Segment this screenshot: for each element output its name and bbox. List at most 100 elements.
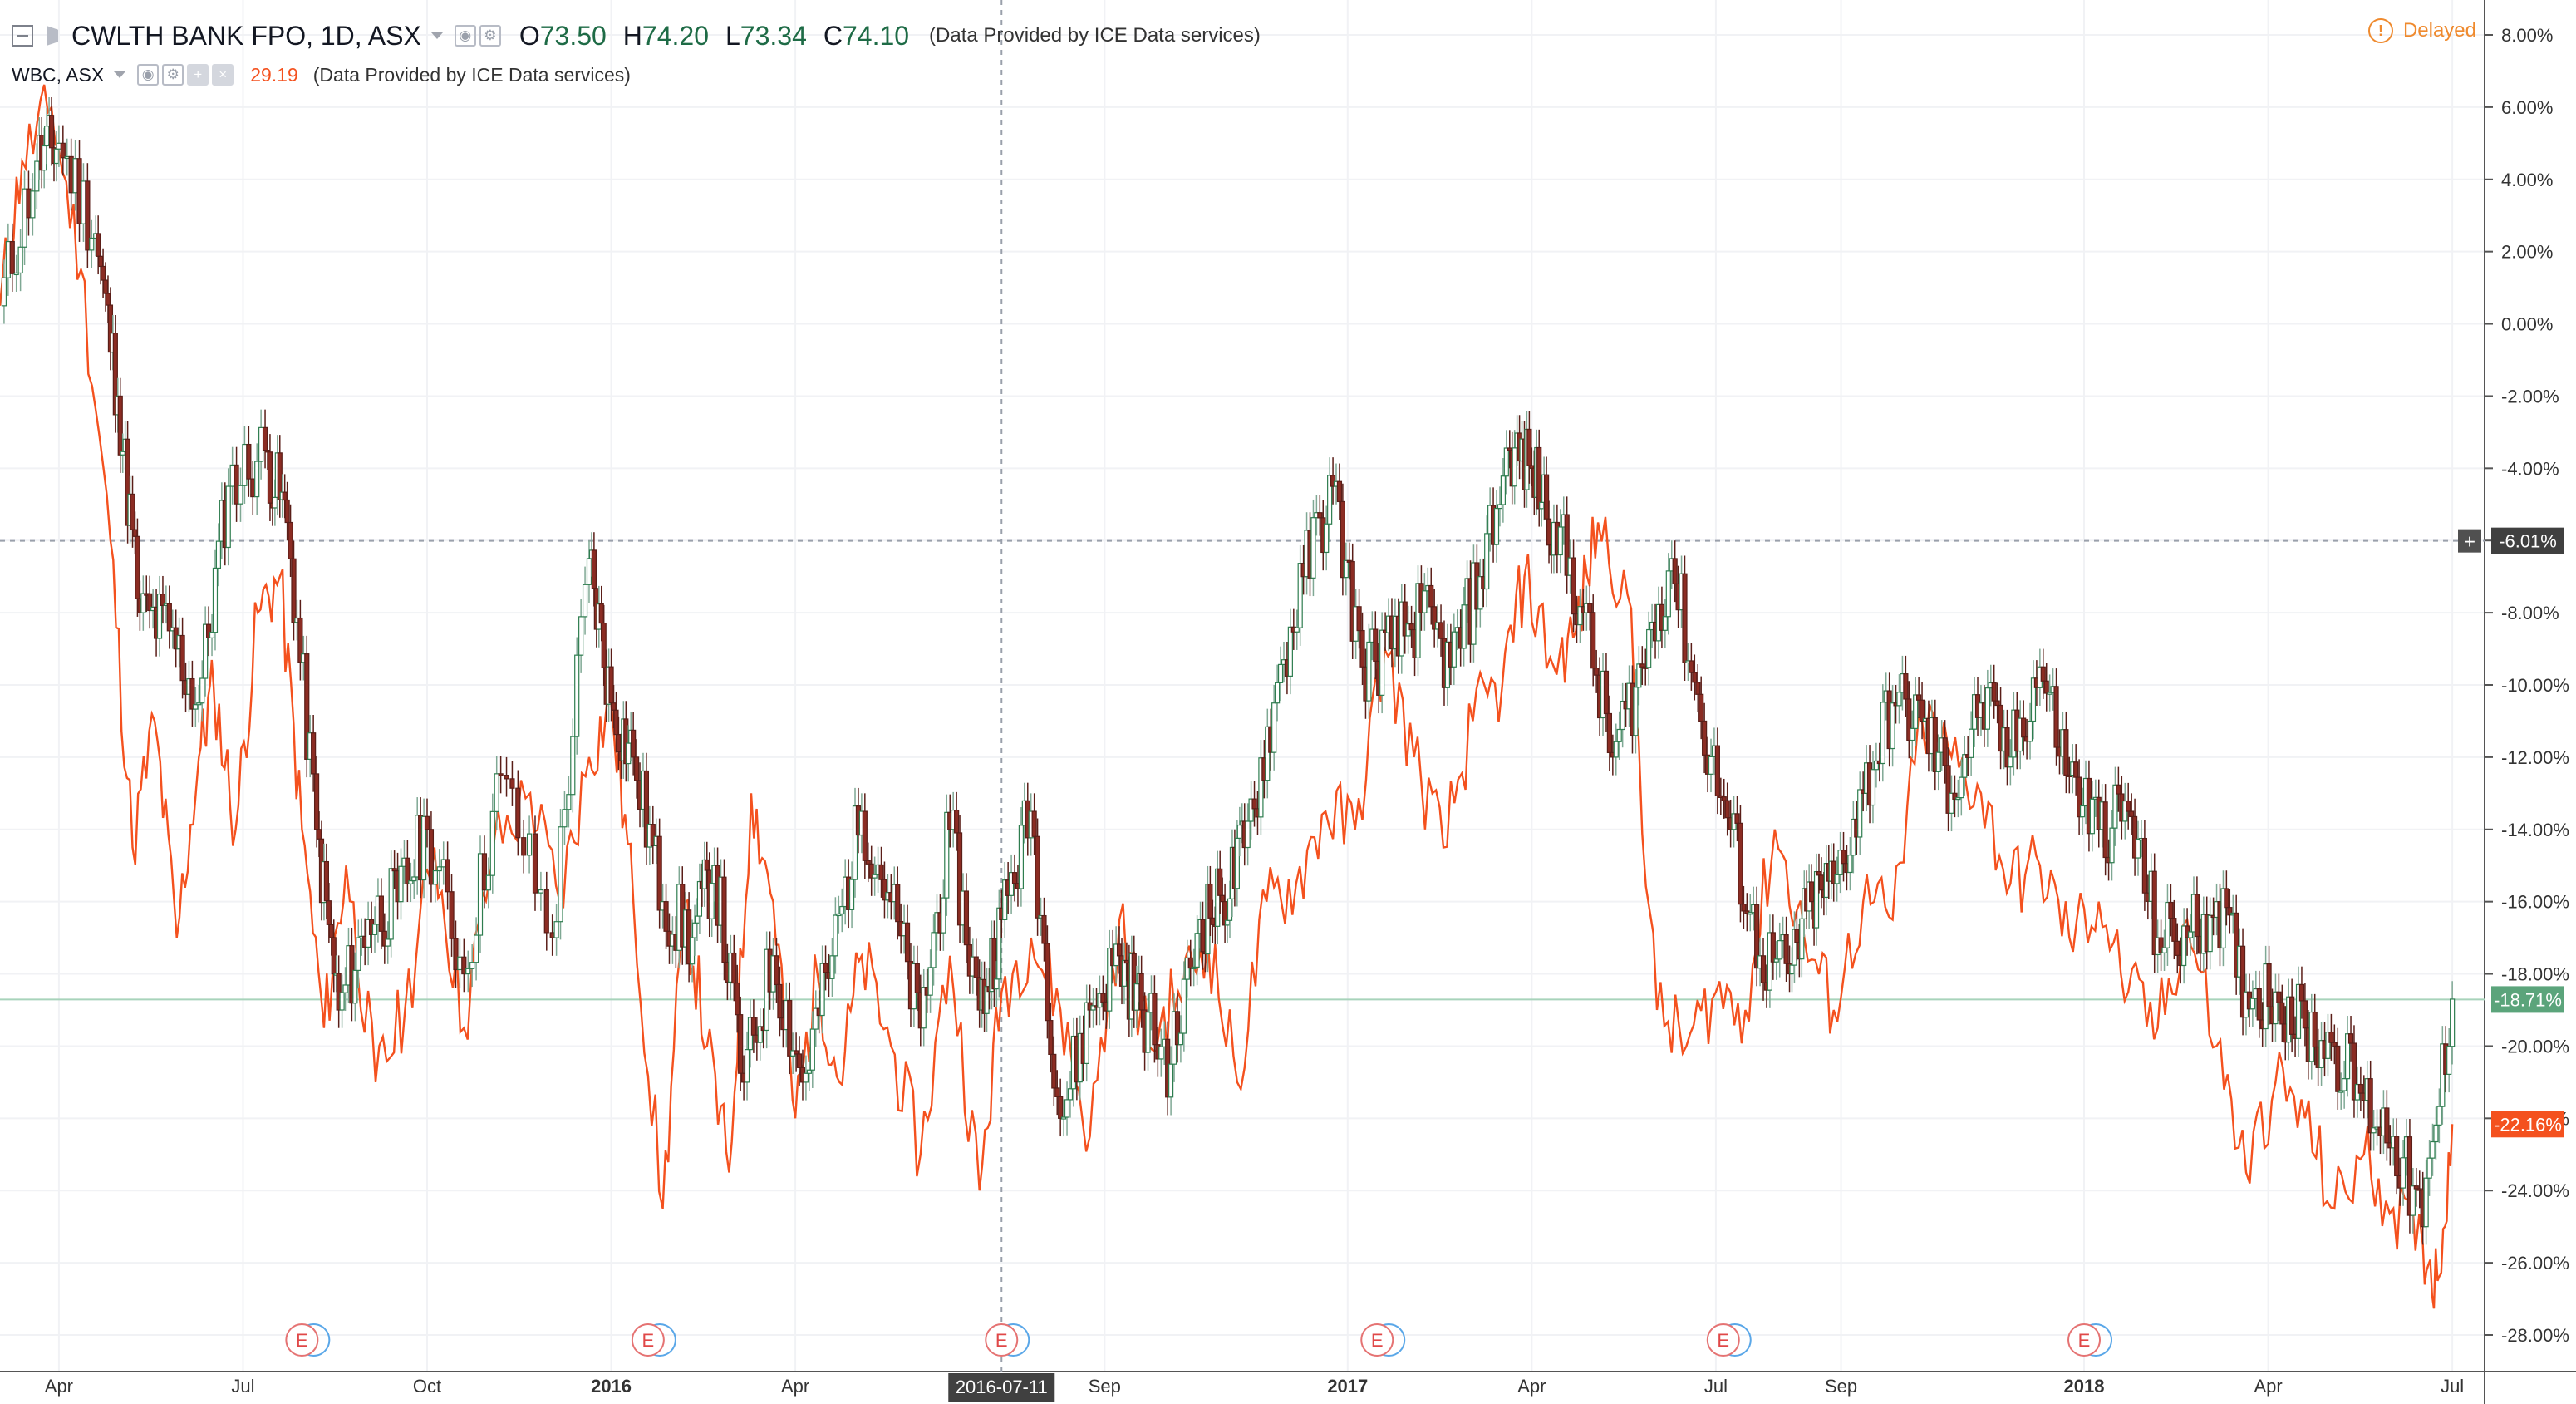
compare-settings-icon[interactable]: ⚙ — [162, 64, 184, 86]
candle-body — [2413, 1185, 2419, 1190]
candle-body — [411, 876, 417, 882]
candle-body — [1949, 792, 1954, 814]
candle-body — [2295, 983, 2302, 1039]
candle-body — [611, 702, 617, 711]
compare-symbol-legend: WBC, ASX ◉ ⚙ + × 29.19 (Data Provided by… — [12, 58, 631, 91]
candle-body — [2227, 907, 2233, 916]
compare-visibility-icon[interactable]: ◉ — [137, 64, 160, 86]
candle-body — [1236, 824, 1242, 839]
candle-body — [1682, 573, 1688, 663]
candle-body — [1067, 1088, 1074, 1101]
candle-body — [1343, 559, 1349, 579]
event-marker-label: E — [995, 1330, 1008, 1351]
candle-body — [2151, 870, 2157, 956]
candle-body — [868, 863, 874, 879]
compare-close-icon[interactable]: × — [212, 64, 234, 86]
candle-body — [140, 593, 146, 613]
x-tick-label: Sep — [1825, 1376, 1857, 1397]
candle-body — [1777, 940, 1782, 960]
candle-body — [848, 879, 855, 910]
candle-body — [2410, 1185, 2416, 1216]
candle-body — [2279, 1002, 2285, 1025]
x-tick-label: Jul — [2441, 1376, 2464, 1397]
candle-body — [1952, 792, 1958, 800]
y-tick-label: -24.00% — [2501, 1180, 2569, 1201]
candle-body — [796, 1053, 803, 1068]
main-symbol-title[interactable]: CWLTH BANK FPO, 1D, ASX — [71, 20, 421, 51]
candle-body — [1672, 558, 1678, 584]
candle-body — [721, 876, 727, 963]
candle-body — [626, 742, 632, 765]
candle-body — [2302, 1000, 2308, 1029]
candle-body — [89, 237, 95, 251]
candle-body — [189, 677, 195, 710]
candle-body — [1799, 918, 1805, 960]
candle-body — [738, 1014, 744, 1074]
candle-body — [1714, 745, 1720, 796]
candle-body — [1695, 682, 1701, 695]
event-marker-label: E — [642, 1330, 655, 1351]
candle-body — [2249, 998, 2255, 1010]
chevron-down-icon[interactable] — [430, 32, 443, 39]
settings-icon[interactable]: ⚙ — [479, 25, 501, 47]
candle-body — [2161, 947, 2167, 953]
candle-body — [371, 924, 378, 935]
candle-body — [44, 126, 50, 147]
candle-body — [1935, 751, 1941, 773]
y-tick-label: -8.00% — [2501, 603, 2559, 623]
delayed-indicator[interactable]: ! Delayed — [2367, 18, 2476, 43]
candle-body — [381, 930, 387, 947]
candle-body — [2131, 815, 2138, 859]
candle-body — [2047, 692, 2052, 695]
compare-symbol-title[interactable]: WBC, ASX — [12, 63, 105, 86]
visibility-icon[interactable]: ◉ — [454, 25, 476, 47]
candle-body — [914, 963, 920, 993]
candle-body — [1546, 518, 1552, 546]
candle-body — [147, 593, 153, 612]
candle-body — [882, 879, 887, 901]
candle-body — [515, 787, 521, 839]
close-value: 74.10 — [842, 20, 910, 51]
candle-body — [509, 778, 515, 789]
candle-body — [574, 654, 580, 737]
candle-body — [76, 158, 82, 224]
candle-body — [1477, 576, 1483, 610]
event-marker-circle — [1360, 1323, 1394, 1357]
candle-body — [1543, 474, 1550, 520]
event-marker-circle — [985, 1323, 1019, 1357]
candle-body — [613, 709, 619, 736]
candle-body — [570, 736, 576, 796]
collapse-icon[interactable] — [12, 25, 33, 47]
candle-body — [135, 535, 140, 599]
candle-body — [1048, 1020, 1054, 1056]
candle-body — [973, 956, 979, 978]
crosshair-date-label: 2016-07-11 — [956, 1377, 1048, 1397]
x-tick-label: Oct — [413, 1376, 441, 1397]
candle-body — [1422, 590, 1428, 613]
candle-body — [30, 190, 36, 219]
candle-body — [731, 952, 737, 984]
compare-plus-icon[interactable]: + — [187, 64, 209, 86]
candle-body — [1011, 872, 1018, 884]
candle-body — [1058, 1096, 1064, 1119]
candle-body — [1906, 698, 1912, 741]
candle-body — [1107, 947, 1113, 1012]
candle-body — [1121, 959, 1128, 987]
candle-body — [1910, 727, 1915, 741]
flag-icon[interactable] — [47, 26, 58, 46]
candle-body — [1373, 628, 1379, 662]
candle-body — [1227, 898, 1233, 921]
candle-body — [1018, 825, 1025, 889]
candle-body — [586, 558, 592, 585]
candle-body — [1402, 601, 1408, 637]
candle-body — [735, 982, 740, 1016]
compare-chevron-down-icon[interactable] — [114, 71, 126, 78]
candle-body — [631, 729, 637, 758]
candle-body — [1809, 881, 1815, 903]
y-tick-label: -2.00% — [2501, 386, 2559, 406]
candle-body — [833, 914, 838, 957]
candle-body — [291, 558, 297, 623]
candle-body — [1955, 797, 1961, 801]
candle-body — [56, 142, 61, 150]
